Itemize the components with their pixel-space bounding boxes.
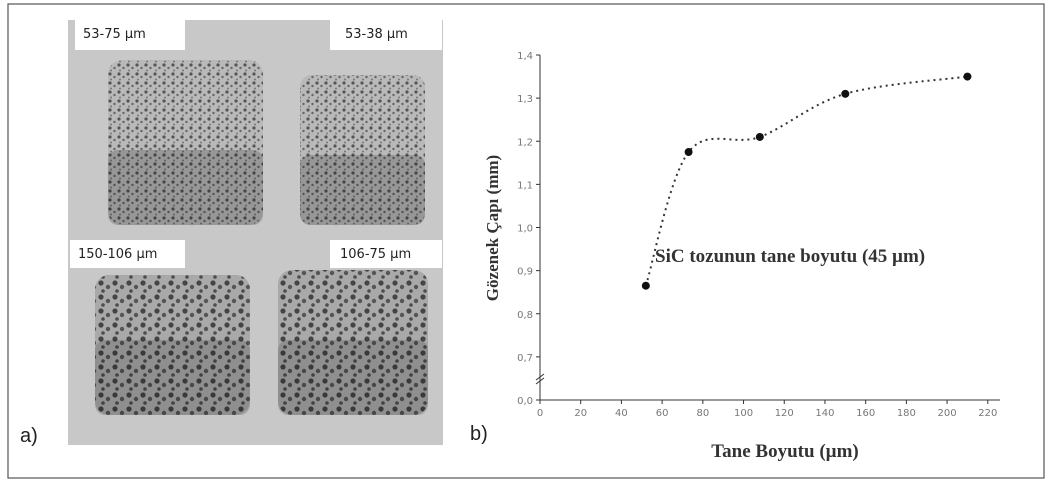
point — [642, 282, 650, 290]
sample-shade — [95, 340, 250, 415]
x-tick-label: 40 — [615, 408, 628, 419]
panel-label: b) — [470, 423, 488, 445]
x-axis-title: Tane Boyutu (µm) — [711, 441, 859, 462]
y-tick-label: 1,1 — [517, 180, 533, 191]
sample-label: 106-75 µm — [340, 247, 411, 262]
sample-label: 53-75 µm — [83, 27, 146, 42]
y-tick-label: 0,9 — [517, 267, 533, 278]
x-tick-label: 120 — [775, 408, 794, 419]
y-tick-label: 1,4 — [517, 51, 533, 62]
sample-shade — [108, 150, 263, 225]
x-tick-label: 140 — [815, 408, 834, 419]
x-tick-label: 0 — [537, 408, 543, 419]
x-tick-label: 180 — [897, 408, 916, 419]
point — [756, 133, 764, 141]
x-tick-label: 200 — [938, 408, 957, 419]
annotation: SiC tozunun tane boyutu (45 µm) — [655, 246, 925, 267]
y-tick-label: 1,2 — [517, 137, 533, 148]
sample-label: 53-38 µm — [345, 27, 408, 42]
figure: 53-75 µm 53-38 µm 150-106 µm 106-75 µm a… — [0, 0, 1052, 486]
x-tick-label: 20 — [574, 408, 587, 419]
x-tick-label: 100 — [734, 408, 753, 419]
y-tick-label: 1,0 — [517, 224, 533, 235]
point — [685, 148, 693, 156]
y-tick-label: 0,7 — [517, 353, 533, 364]
y-axis-title: Gözenek Çapı (mm) — [483, 155, 502, 301]
panel-label: a) — [20, 425, 38, 447]
y-tick-label: 0,8 — [517, 310, 533, 321]
x-tick-label: 80 — [696, 408, 709, 419]
point — [963, 73, 971, 81]
x-tick-label: 160 — [856, 408, 875, 419]
point — [841, 90, 849, 98]
y-tick-label: 0,0 — [517, 396, 533, 407]
sample-label: 150-106 µm — [78, 247, 157, 262]
sample-shade — [278, 340, 428, 415]
x-tick-label: 60 — [656, 408, 669, 419]
x-tick-label: 220 — [978, 408, 997, 419]
sample-shade — [300, 155, 425, 225]
photo-panel: 53-75 µm 53-38 µm 150-106 µm 106-75 µm — [68, 20, 443, 445]
y-tick-label: 1,3 — [517, 94, 533, 105]
